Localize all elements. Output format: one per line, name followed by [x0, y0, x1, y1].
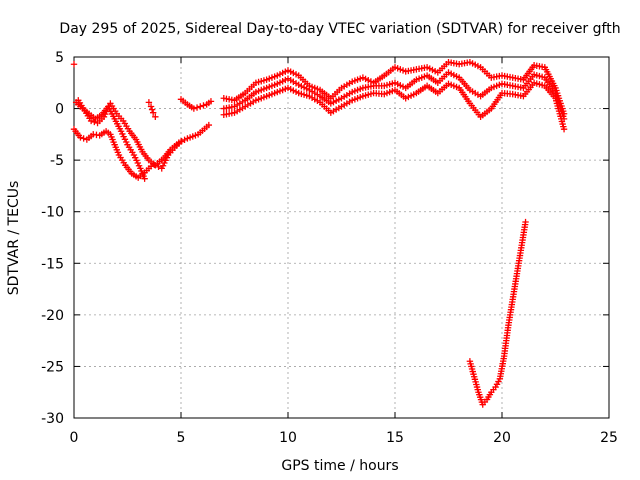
y-tick-label: -25: [41, 359, 64, 375]
y-tick-label: -20: [41, 308, 64, 324]
data-point: [155, 163, 162, 171]
chart-title: Day 295 of 2025, Sidereal Day-to-day VTE…: [59, 21, 620, 37]
data-point: [522, 218, 529, 226]
data-point: [80, 135, 87, 142]
x-tick-label: 0: [70, 430, 79, 446]
x-tick-label: 20: [493, 430, 511, 446]
x-tick-label: 5: [177, 430, 186, 446]
data-point: [181, 136, 188, 144]
data-point: [77, 134, 84, 141]
data-point: [148, 106, 156, 113]
data-point: [70, 61, 78, 68]
data-point: [149, 109, 157, 116]
data-point: [190, 105, 198, 112]
data-point: [152, 113, 159, 121]
data-point: [200, 102, 207, 109]
y-tick-label: -5: [50, 153, 64, 169]
x-axis-title: GPS time / hours: [281, 458, 398, 474]
y-axis-title: SDTVAR / TECUs: [6, 181, 22, 296]
y-tick-label: -10: [41, 205, 64, 221]
data-points: [70, 58, 568, 408]
grid-lines: [74, 57, 609, 418]
axis-ticks: 0 5 10 15 20 25 5 0 -5 -10 -15 -20 -25 -30: [41, 50, 618, 446]
data-point: [141, 175, 148, 182]
y-tick-label: 5: [55, 50, 64, 66]
data-point: [560, 126, 568, 133]
y-tick-label: 0: [55, 102, 64, 118]
data-point: [197, 103, 204, 110]
data-point: [145, 99, 153, 106]
data-point: [193, 104, 201, 111]
data-point: [207, 98, 215, 105]
x-tick-label: 15: [386, 430, 404, 446]
data-point: [147, 103, 155, 110]
data-point: [87, 117, 95, 125]
data-point: [177, 138, 185, 145]
x-tick-label: 10: [279, 430, 297, 446]
plot-frame: [73, 56, 610, 419]
data-point: [91, 118, 98, 126]
data-point: [152, 162, 159, 169]
data-point: [205, 121, 213, 129]
y-tick-label: -30: [41, 411, 64, 427]
y-tick-label: -15: [41, 256, 64, 272]
x-tick-label: 25: [600, 430, 618, 446]
